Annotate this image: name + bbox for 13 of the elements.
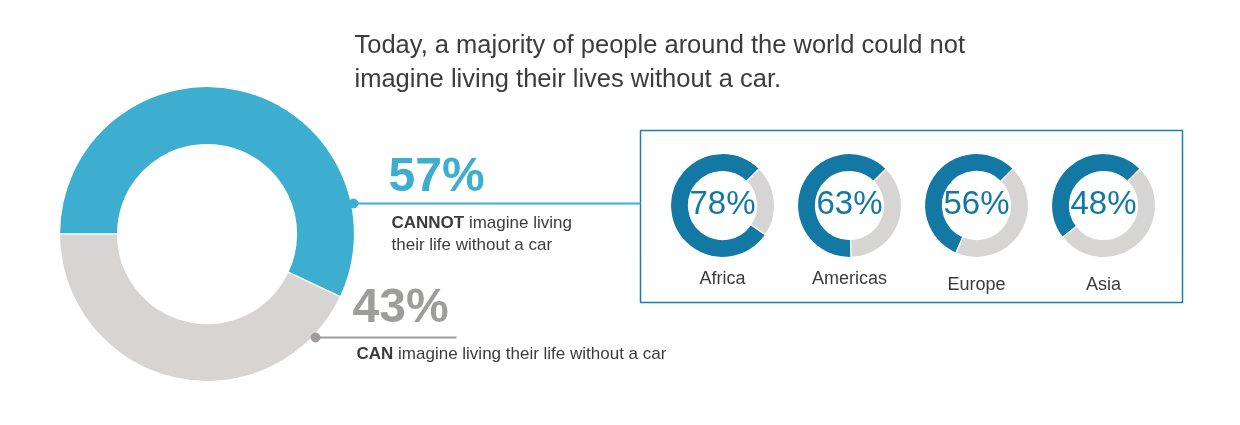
chart-title: Today, a majority of people around the world could not imagine living their lives without a car. xyxy=(354,29,965,92)
slice-label: CAN imagine living their life without a car xyxy=(356,344,667,364)
text: Asia xyxy=(1085,274,1122,295)
slice-label: CANNOT imagine living their life without a car xyxy=(391,213,572,255)
text: Africa xyxy=(699,268,747,289)
data-label: 48% xyxy=(1070,183,1137,221)
data-label: 43% xyxy=(352,279,449,333)
data-label: 57% xyxy=(388,148,485,202)
data-label: 56% xyxy=(943,183,1010,221)
text: Americas xyxy=(811,268,888,289)
data-label: 63% xyxy=(816,183,883,221)
text: Europe xyxy=(947,274,1006,295)
data-label: 78% xyxy=(689,183,756,221)
